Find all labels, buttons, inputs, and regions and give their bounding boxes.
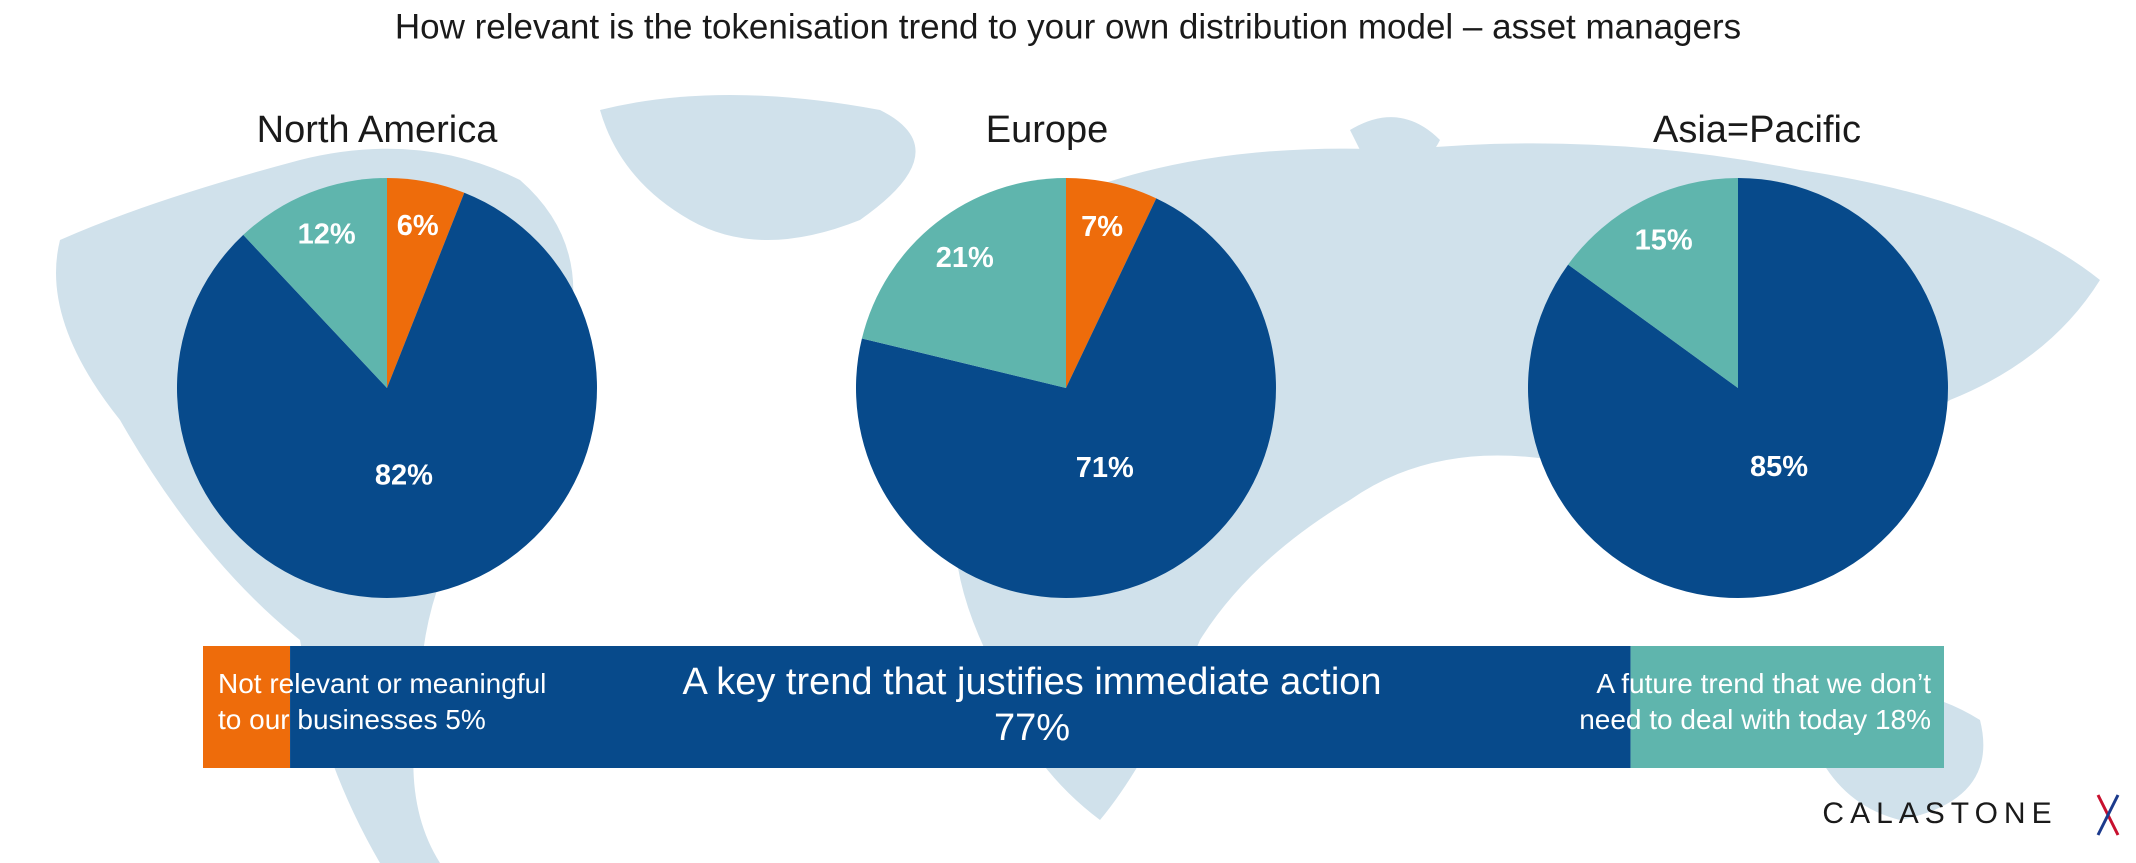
data-label: 12% [298,218,356,250]
pie-slice [861,178,1066,388]
pie-slice [177,192,598,598]
chart-title: How relevant is the tokenisation trend t… [395,7,1741,46]
data-label: 85% [1750,451,1808,483]
pie-title: Europe [986,109,1109,151]
bar-segment [1630,646,1944,768]
pie-title: North America [257,109,499,151]
logo: CALASTONE [1822,797,2057,830]
data-label: 77% [994,707,1070,749]
data-label: 5% [445,704,485,735]
data-label: 71% [1076,452,1134,484]
pie-slice [856,198,1277,598]
legend-label: A future trend that we don’t need to deal… [1579,668,1931,735]
logo-mark [2096,794,2120,836]
pie-slice [1568,178,1738,388]
data-label: 15% [1635,225,1693,257]
pie-title: Asia=Pacific [1653,109,1861,151]
pie-slice [387,178,465,388]
legend-label: Not relevant or meaningful to our busines… [218,668,546,735]
data-label: 21% [936,242,994,274]
data-label: 18% [1875,704,1931,735]
pie-slice [1066,178,1157,388]
data-label: 82% [375,459,433,491]
bar-segment [203,646,291,768]
bar-segment [290,646,1631,768]
pie-slice [243,178,387,388]
data-label: 7% [1081,211,1123,243]
data-label: 6% [397,210,439,242]
legend-label: A key trend that justifies immediate act… [682,661,1381,703]
